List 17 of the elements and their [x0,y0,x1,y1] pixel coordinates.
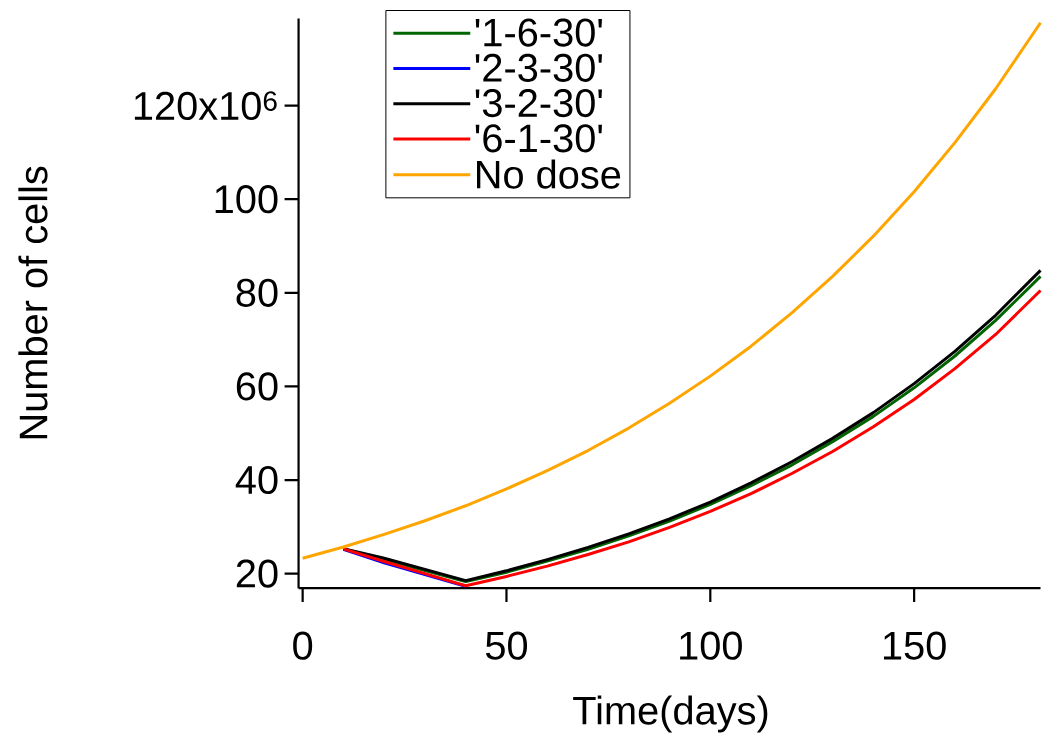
x-tick-label: 0 [293,631,313,660]
legend-label: '3-2-30' [475,89,602,118]
y-axis-title: Number of cells [18,166,48,439]
text: 120x10$^{6}$ [134,91,277,121]
y-tick-label: 100 [215,185,278,214]
x-tick-label: 150 [883,631,946,660]
y-tick-label: 40 [235,465,278,495]
legend-label: '2-3-30' [475,53,602,82]
legend-label: No dose [477,159,621,189]
y-tick-label: 20 [236,559,278,588]
y-tick-label: 80 [236,278,278,307]
legend-label: '6-1-30' [475,124,602,153]
x-tick-label: 50 [485,631,528,660]
x-tick-label: 100 [680,631,742,660]
x-axis-title: Time(days) [573,695,768,733]
y-tick-label: 60 [236,372,278,401]
legend-label: '1-6-30' [475,18,602,47]
